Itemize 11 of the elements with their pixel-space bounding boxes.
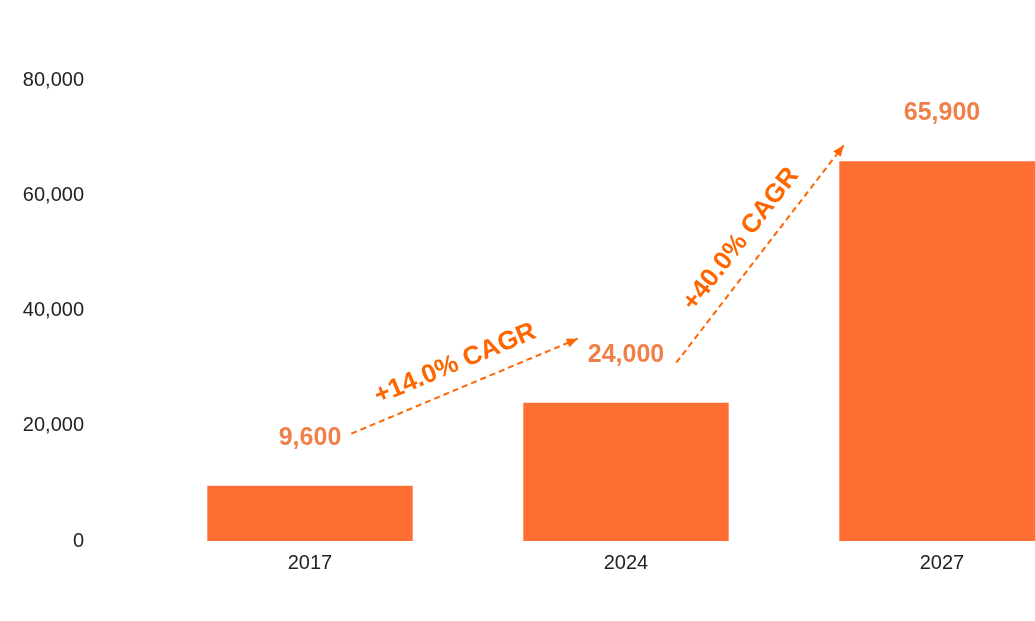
x-tick-label: 2024	[603, 550, 649, 573]
data-label: 9,600	[278, 421, 342, 450]
y-tick-label: 0	[72, 528, 84, 551]
y-tick-label: 60,000	[22, 182, 84, 205]
y-tick-label: 80,000	[22, 67, 84, 90]
x-tick-label: 2017	[287, 550, 333, 573]
data-label: 65,900	[903, 97, 981, 126]
y-tick-label: 40,000	[22, 298, 84, 321]
x-tick-label: 2027	[919, 550, 965, 573]
y-tick-label: 20,000	[22, 413, 84, 436]
data-label: 24,000	[587, 338, 665, 367]
